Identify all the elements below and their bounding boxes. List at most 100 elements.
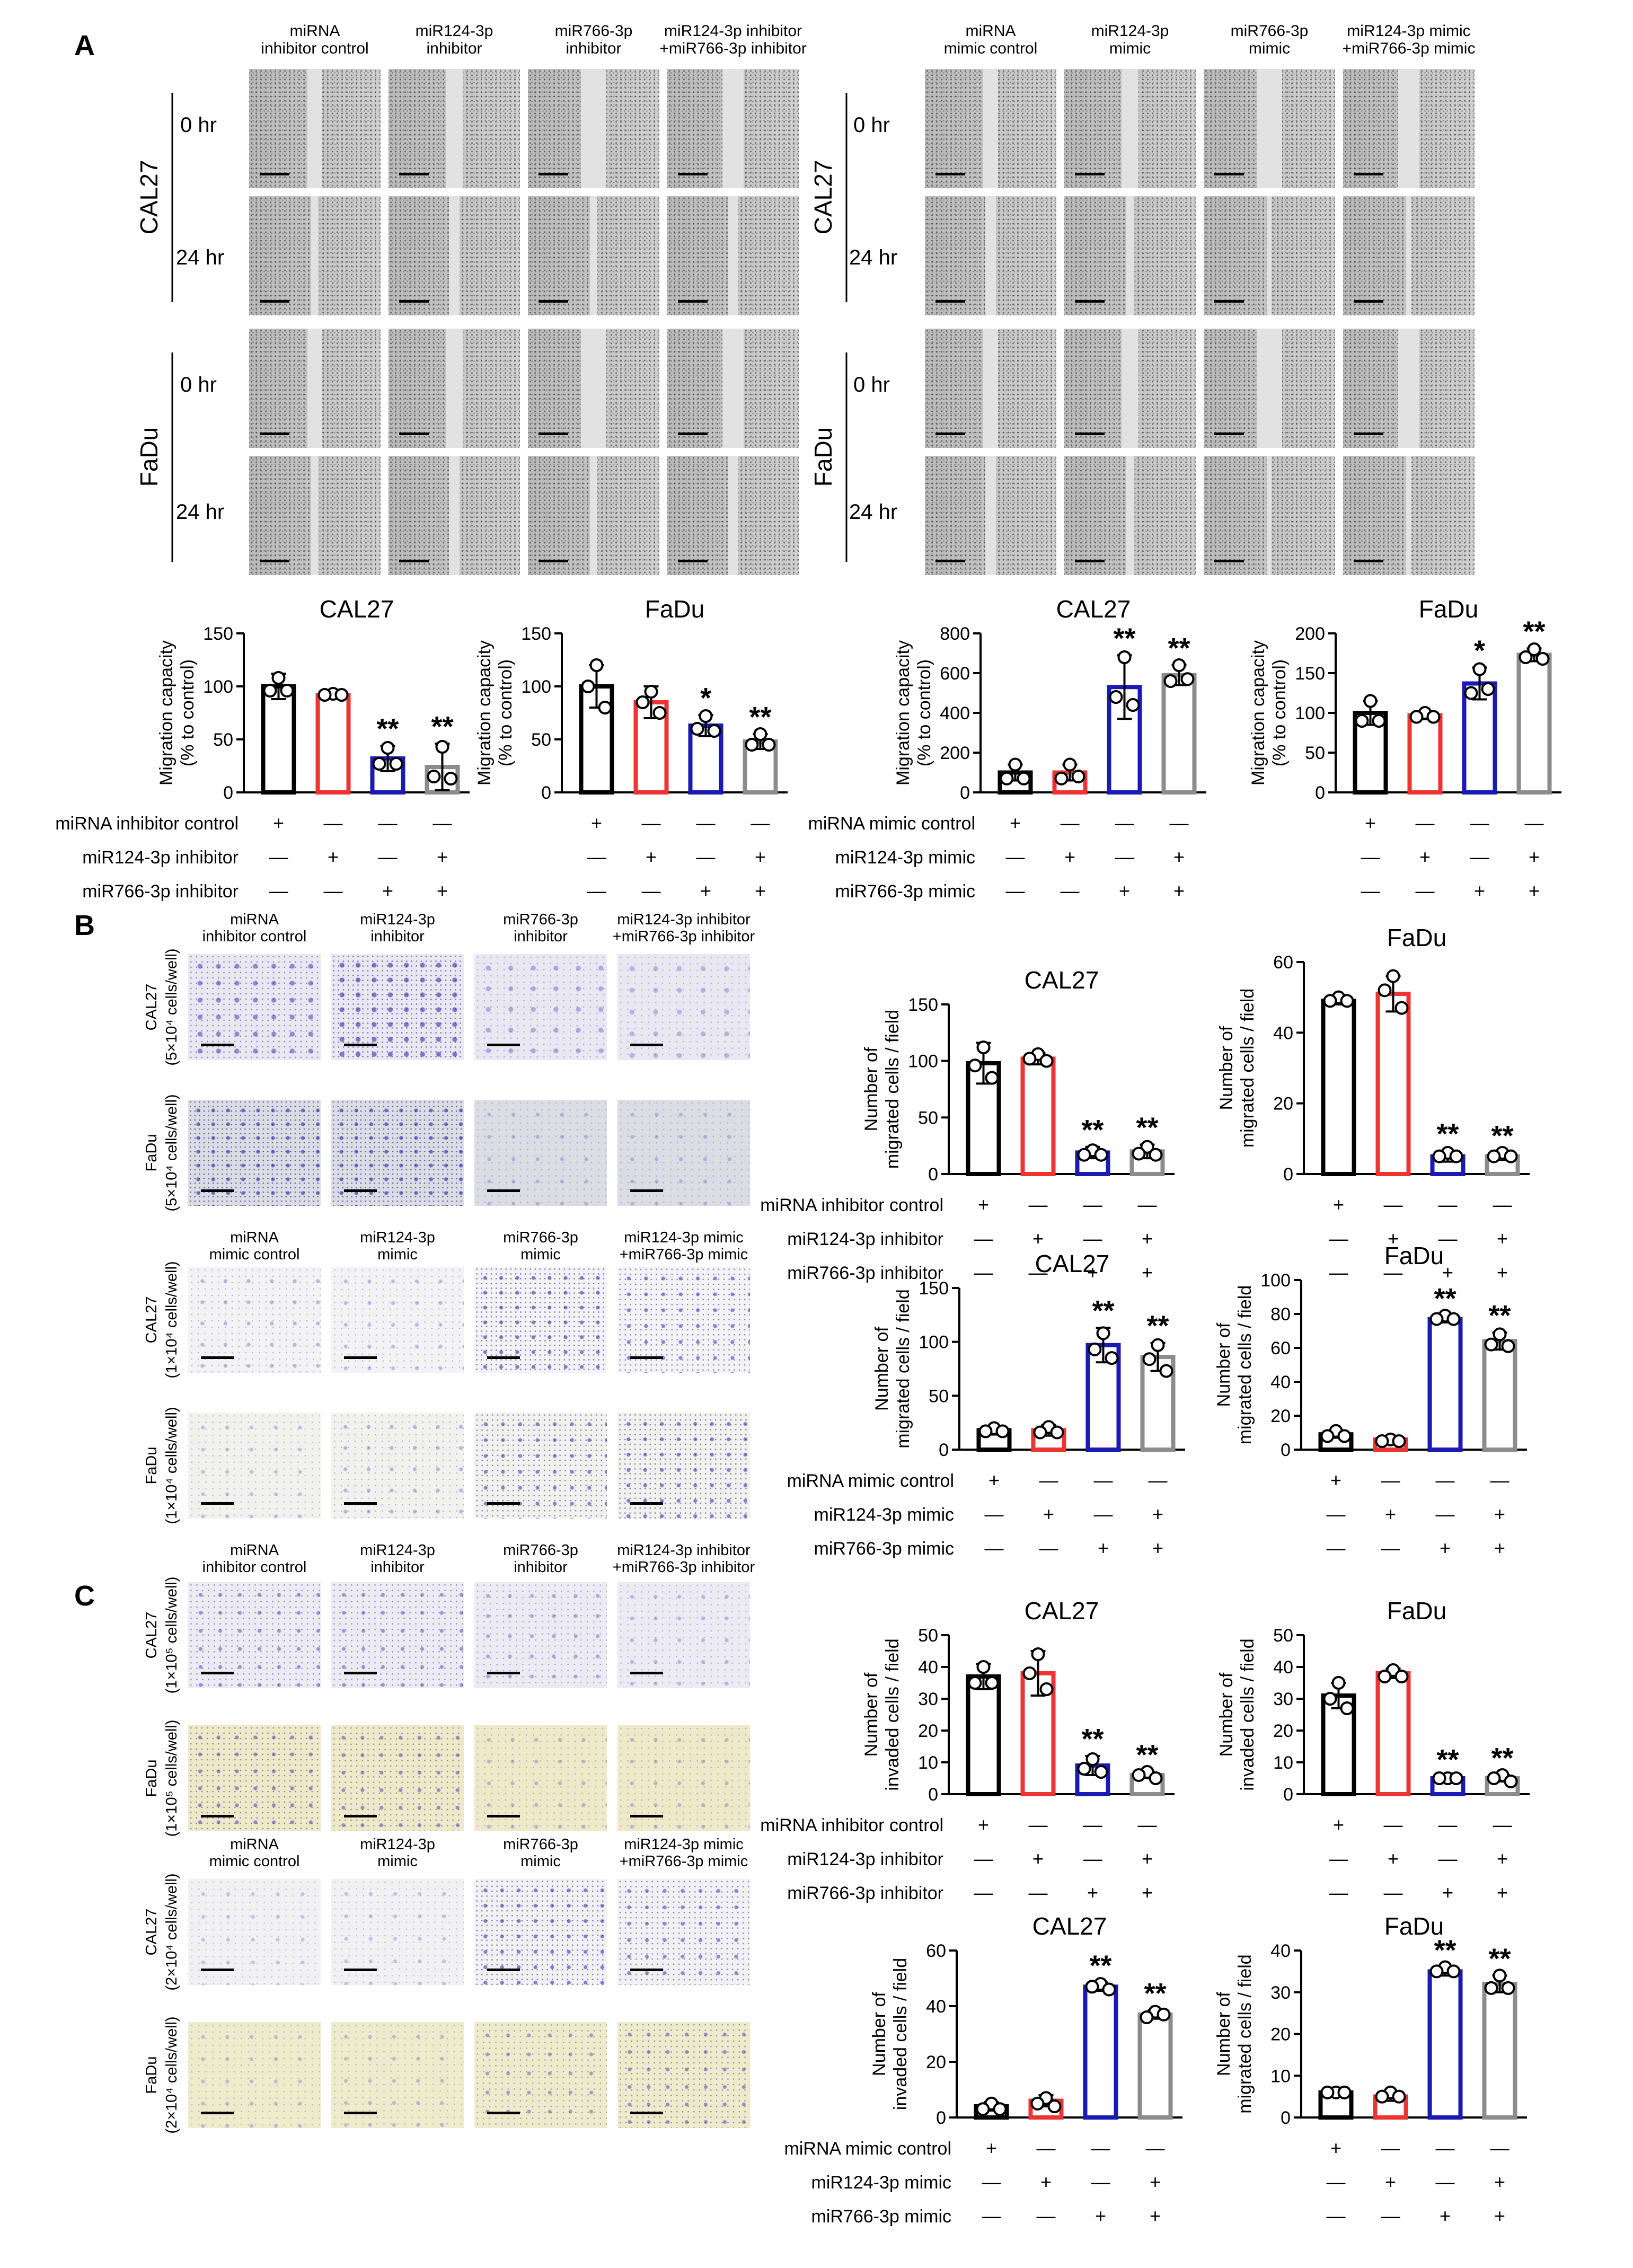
scale-bar	[260, 173, 289, 175]
y-axis-label: Number of	[869, 1992, 889, 2076]
design-minus: —	[1384, 1194, 1403, 1215]
y-tick-label: 20	[1270, 2025, 1291, 2045]
y-tick-label: 0	[541, 783, 551, 803]
column-header-inhibitor: miR124-3p	[360, 1542, 435, 1559]
wound-healing-micrograph	[1343, 69, 1475, 188]
significance-marker: **	[1488, 1300, 1511, 1331]
bar	[1485, 1776, 1520, 1796]
design-minus: —	[1327, 2205, 1346, 2227]
data-point	[1386, 969, 1400, 983]
design-plus: +	[1333, 1194, 1344, 1215]
data-point	[1501, 1339, 1515, 1353]
data-point	[1375, 1434, 1389, 1448]
data-point	[1094, 1148, 1108, 1162]
data-point	[1438, 1960, 1452, 1974]
scratch-gap	[1257, 329, 1282, 448]
column-header-mimic: mimic control	[209, 1246, 300, 1263]
bar	[1482, 1982, 1517, 2120]
y-tick-label: 150	[1295, 664, 1325, 684]
scratch-gap	[581, 329, 606, 448]
scratch-gap	[449, 456, 460, 575]
data-point	[987, 1421, 1001, 1435]
design-minus: —	[1493, 1194, 1512, 1215]
data-point	[326, 687, 340, 701]
transwell-micrograph	[617, 954, 750, 1060]
design-minus: —	[974, 1882, 993, 1903]
chart-title: CAL27	[1025, 966, 1099, 994]
cell-density-label: (1×10⁴ cells/well)	[163, 1407, 180, 1524]
bar	[1430, 1154, 1466, 1177]
design-minus: —	[642, 880, 661, 902]
design-row-label: miR766-3p inhibitor	[787, 1883, 943, 1903]
design-minus: —	[1329, 1261, 1348, 1283]
bar	[425, 765, 460, 795]
data-point	[1426, 710, 1441, 724]
scale-bar	[344, 2112, 377, 2114]
scratch-gap	[983, 69, 998, 188]
bar	[1083, 1984, 1118, 2120]
y-axis-label: migrated cells / field	[1235, 1285, 1255, 1444]
bar	[1318, 2090, 1354, 2120]
design-minus: —	[1149, 1469, 1168, 1491]
y-axis-label: invaded cells / field	[890, 1958, 911, 2110]
y-tick-label: 0	[1315, 783, 1325, 803]
design-minus: —	[1006, 846, 1025, 868]
y-tick-label: 20	[918, 1721, 938, 1741]
design-minus: —	[696, 846, 716, 868]
data-point	[427, 770, 441, 783]
data-point	[699, 709, 713, 723]
data-point	[444, 772, 458, 786]
design-minus: —	[1061, 812, 1080, 834]
y-tick-label: 10	[918, 1753, 938, 1773]
data-point	[985, 1676, 999, 1690]
y-axis-label: Number of	[1216, 1672, 1237, 1757]
column-header-mimic: +miR766-3p mimic	[619, 1246, 748, 1263]
data-point	[1323, 994, 1337, 1008]
chart-a4: FaDu 0 50 100 150 200 Migration capacity (% to …	[1248, 595, 1561, 902]
data-point	[1132, 1768, 1146, 1782]
y-tick-label: 150	[919, 1278, 949, 1299]
scratch-gap	[1398, 69, 1419, 188]
design-plus: +	[1494, 1503, 1505, 1525]
scale-bar	[260, 300, 289, 303]
bar	[1020, 1056, 1056, 1177]
cell-density-label: (1×10⁵ cells/well)	[163, 1720, 180, 1837]
design-plus: +	[1142, 1261, 1153, 1283]
design-minus: —	[1037, 2205, 1056, 2227]
y-tick-label: 400	[940, 703, 970, 723]
scale-bar	[344, 1672, 377, 1674]
chart-title: FaDu	[645, 595, 704, 623]
chart-title: CAL27	[1032, 1912, 1107, 1940]
cell-line-label: FaDu	[143, 2057, 160, 2094]
column-header-mimic: mimic	[520, 1246, 561, 1263]
design-row-label: miR766-3p inhibitor	[787, 1263, 943, 1283]
design-minus: —	[974, 1848, 993, 1869]
scale-bar	[935, 433, 965, 435]
data-point	[1418, 706, 1432, 720]
y-tick-label: 150	[908, 995, 938, 1015]
design-plus: +	[1385, 2171, 1396, 2193]
design-plus: +	[1010, 812, 1021, 834]
y-axis-label: migrated cells / field	[1235, 1954, 1255, 2113]
scratch-gap	[1257, 69, 1282, 188]
scale-bar	[1214, 560, 1244, 562]
design-minus: —	[324, 880, 343, 902]
scale-bar	[399, 560, 429, 562]
scale-bar	[1354, 173, 1383, 175]
data-point	[1394, 1670, 1409, 1683]
scale-bar	[399, 173, 429, 175]
design-row-label: miR124-3p inhibitor	[82, 848, 239, 868]
design-plus: +	[1497, 1228, 1508, 1249]
column-header-inhibitor: inhibitor control	[202, 928, 307, 945]
chart-title: FaDu	[1384, 1912, 1444, 1940]
scratch-gap	[445, 329, 463, 448]
data-point	[372, 757, 386, 771]
column-header-mimic: mimic	[520, 1852, 561, 1870]
y-axis-label: Number of	[1214, 1322, 1234, 1407]
design-minus: —	[751, 812, 770, 834]
cell-line-label: FaDu	[143, 1447, 160, 1485]
y-tick-label: 150	[521, 624, 551, 644]
scale-bar	[344, 1815, 377, 1817]
bar	[1427, 1969, 1463, 2120]
y-tick-label: 40	[1270, 1372, 1291, 1392]
